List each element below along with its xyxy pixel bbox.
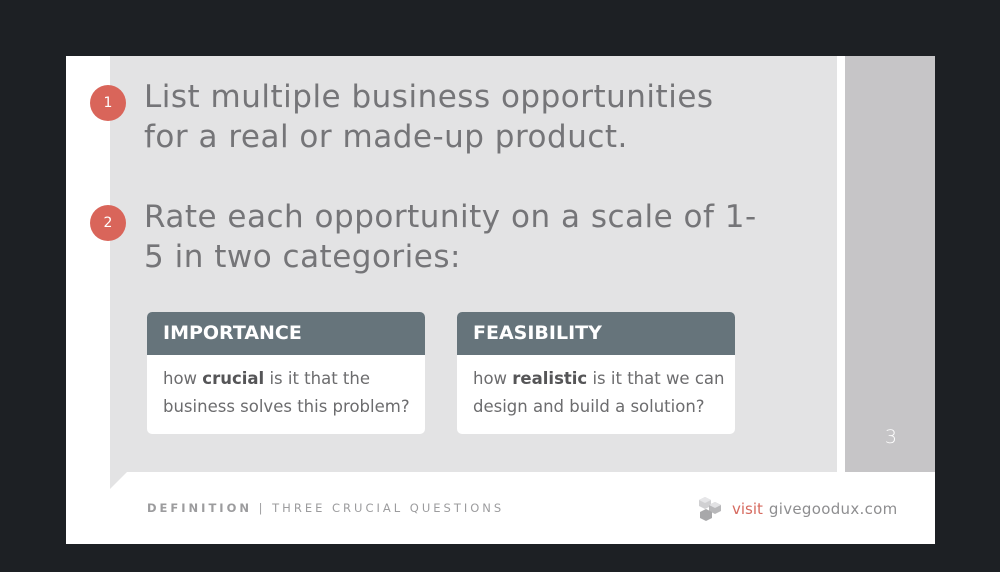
footer-section-label: DEFINITION | THREE CRUCIAL QUESTIONS <box>147 501 504 515</box>
importance-card-body-emphasis: crucial <box>202 369 265 388</box>
feasibility-card: FEASIBILITY how realistic is it that we … <box>457 312 735 434</box>
importance-card-body: how crucial is it that the business solv… <box>147 355 425 421</box>
feasibility-card-title: FEASIBILITY <box>457 312 735 355</box>
panel-fold <box>110 472 127 489</box>
feasibility-card-body-emphasis: realistic <box>512 369 588 388</box>
side-panel: 3 <box>845 56 935 472</box>
step-2: 2 Rate each opportunity on a scale of 1-… <box>90 197 764 277</box>
step-2-text: Rate each opportunity on a scale of 1-5 … <box>144 199 757 275</box>
footer-site-text[interactable]: givegoodux.com <box>768 500 898 518</box>
footer-subtitle: THREE CRUCIAL QUESTIONS <box>272 501 505 515</box>
importance-card-title: IMPORTANCE <box>147 312 425 355</box>
slide: 3 1 List multiple business opportunities… <box>66 56 935 544</box>
footer-site-link[interactable]: visit givegoodux.com <box>696 494 898 524</box>
page-number: 3 <box>884 426 897 448</box>
step-1-badge: 1 <box>90 85 126 121</box>
footer-separator: | <box>251 501 273 515</box>
panel-divider <box>837 56 844 472</box>
importance-card-body-prefix: how <box>163 369 203 388</box>
cube-cluster-logo-icon <box>699 497 721 521</box>
step-2-badge: 2 <box>90 205 126 241</box>
feasibility-card-body-suffix: is it that we can design and build a sol… <box>473 369 725 416</box>
feasibility-card-body-prefix: how <box>473 369 513 388</box>
footer-visit-text: visit <box>732 500 763 518</box>
step-1: 1 List multiple business opportunities f… <box>90 77 764 157</box>
importance-card-body-suffix: is it that the business solves this prob… <box>163 369 410 416</box>
step-1-text: List multiple business opportunities for… <box>144 79 714 155</box>
importance-card: IMPORTANCE how crucial is it that the bu… <box>147 312 425 434</box>
feasibility-card-body: how realistic is it that we can design a… <box>457 355 735 421</box>
footer-section: DEFINITION <box>147 501 252 515</box>
